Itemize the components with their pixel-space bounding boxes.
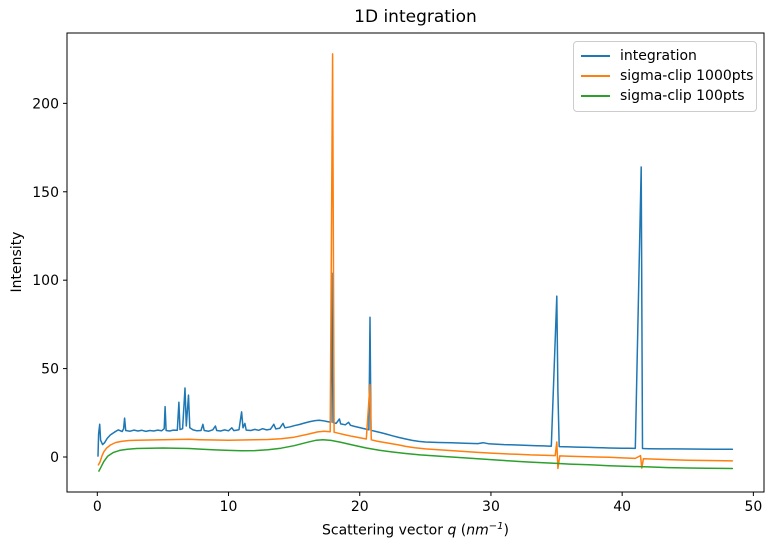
y-tick-label: 100: [32, 273, 59, 289]
x-tick-label: 0: [93, 499, 102, 515]
series-line-sigma-clip-100pts: [98, 438, 734, 472]
y-tick-label: 50: [41, 362, 59, 378]
y-tick-label: 0: [50, 450, 59, 466]
y-tick-label: 150: [32, 185, 59, 201]
x-axis-label-exponent: −1: [488, 521, 504, 532]
series-line-integration: [97, 166, 734, 457]
x-axis-label-paren: (: [456, 522, 467, 539]
legend-entry-sigma-clip-100pts: sigma-clip 100pts: [581, 86, 748, 106]
legend-label: sigma-clip 1000pts: [620, 68, 754, 84]
legend: integration sigma-clip 1000pts sigma-cli…: [573, 41, 757, 112]
x-tick-label: 40: [613, 499, 631, 515]
legend-entry-integration: integration: [581, 46, 748, 66]
x-axis-label-unit: nm: [466, 522, 489, 539]
x-tick-label: 20: [351, 499, 369, 515]
legend-line-sample-orange: [581, 75, 610, 77]
x-axis-label-variable: q: [447, 522, 457, 539]
series-line-sigma-clip-1000pts: [97, 53, 734, 470]
y-axis-label: Intensity: [9, 231, 25, 293]
x-axis-label: Scattering vector q (nm−1): [67, 521, 764, 539]
legend-label: sigma-clip 100pts: [620, 88, 745, 104]
x-tick-label: 30: [482, 499, 500, 515]
y-tick-label: 200: [32, 96, 59, 112]
x-tick-label: 50: [744, 499, 762, 515]
plot-area-border: [66, 32, 765, 493]
legend-entry-sigma-clip-1000pts: sigma-clip 1000pts: [581, 66, 753, 86]
legend-line-sample-green: [581, 95, 610, 97]
x-tick-label: 10: [220, 499, 238, 515]
x-axis-label-close-paren: ): [503, 522, 509, 539]
legend-label: integration: [620, 48, 697, 64]
legend-line-sample-blue: [581, 55, 610, 57]
x-axis-label-text: Scattering vector: [321, 522, 448, 539]
chart-title: 1D integration: [354, 7, 477, 27]
